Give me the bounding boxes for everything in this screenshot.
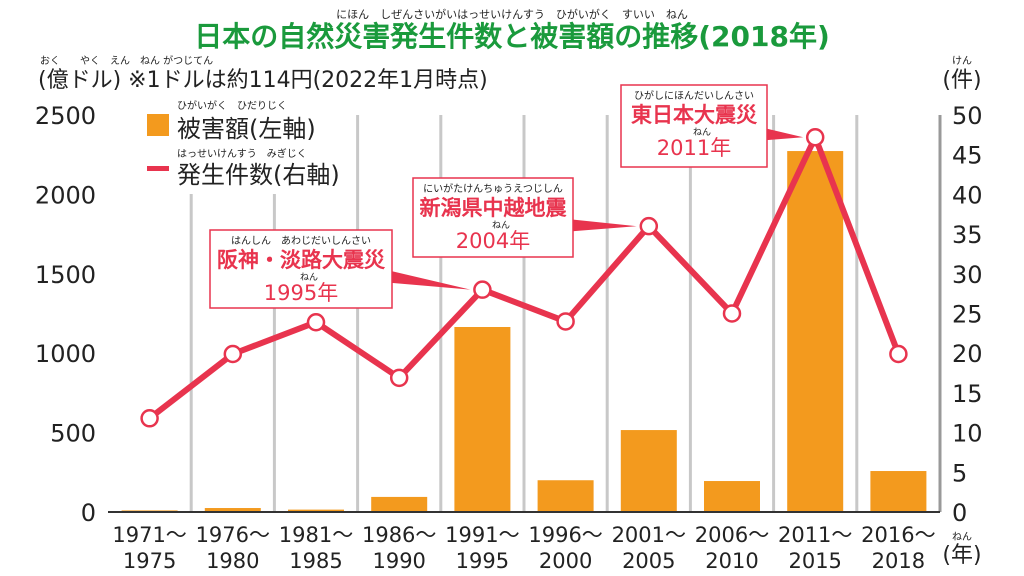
bar [288,509,344,512]
x-tick-label: 1981～ [279,523,353,547]
left-tick-label: 2500 [35,102,96,130]
callout-year: 2004年 [456,229,530,253]
right-tick-label: 30 [952,261,983,289]
bar [787,151,844,512]
x-tick-label: 2015 [788,549,841,573]
x-tick-label: 2001～ [612,523,686,547]
series-line [147,134,902,421]
left-tick-label: 0 [81,499,96,527]
x-tick-label: 2011～ [778,523,852,547]
bar [870,471,927,512]
right-tick-label: 35 [952,221,983,249]
right-tick-label: 40 [952,181,983,209]
callout-pointer [765,128,804,141]
x-tick-label: 1991～ [445,523,519,547]
callout-ruby: にいがたけんちゅうえつじしん [423,182,563,195]
x-tick-label: 1995 [456,549,509,573]
bar [371,496,428,512]
legend-label: 発生件数(右軸) [177,161,340,189]
x-tick-label: 1976～ [196,523,270,547]
bar [704,481,760,512]
right-axis-label: (件) [942,68,981,93]
x-tick-label: 1975 [123,549,176,573]
right-tick-label: 45 [952,142,983,170]
right-tick-label: 15 [952,380,983,408]
callout-ruby: ねん [300,272,318,283]
callout-pointer [571,219,637,232]
line-point [556,312,575,331]
bar [204,508,261,512]
x-tick-label: 1980 [206,549,259,573]
line-point [306,312,326,332]
left-axis-ruby: おく やく えん ねん がつじてん [40,54,213,67]
right-tick-label: 5 [952,459,967,487]
line-point [389,368,409,388]
legend-swatch-bar [147,114,169,136]
right-tick-label: 20 [952,340,983,368]
left-tick-label: 2000 [35,181,96,209]
callout-ruby: ねん [492,220,510,231]
callout-pointer [390,270,471,290]
legend-ruby: はっせいけんすう みぎじく [177,147,307,160]
x-tick-label: 2000 [539,549,592,573]
line-point [805,127,825,147]
legend-swatch-line [147,166,169,171]
bar [454,326,511,512]
legend-label: 被害額(左軸) [177,115,316,143]
callout-label: 新潟県中越地震 [420,196,568,220]
right-tick-label: 25 [952,301,983,329]
x-tick-label: 2018 [872,549,925,573]
title-ruby: にほん しぜんさいがいはっせいけんすう ひがいがく すいい ねん [336,7,688,21]
left-tick-label: 500 [50,420,96,448]
x-tick-label: 2016～ [861,523,935,547]
right-axis-ruby: けん [952,55,972,67]
x-tick-label: 2006～ [695,523,769,547]
callout-year: 2011年 [657,136,731,160]
legend-ruby: ひがいがく ひだりじく [177,99,287,112]
left-tick-label: 1500 [35,261,96,289]
line-point [140,409,159,428]
chart-title: 日本の自然災害発生件数と被害額の推移(2018年) [194,20,830,53]
line-point [473,280,492,299]
callout-label: 阪神・淡路大震災 [217,248,386,272]
x-tick-label: 1985 [289,549,342,573]
bar [620,430,677,512]
callout-label: 東日本大震災 [631,103,758,127]
x-tick-label: 1996～ [528,523,602,547]
callout-box [209,229,393,309]
right-tick-label: 10 [952,420,983,448]
right-tick-label: 50 [952,102,983,130]
line-point [722,304,742,323]
x-tick-label: 1986～ [362,523,436,547]
x-tick-label: 2005 [622,549,675,573]
line-point [639,216,659,236]
callout-ruby: ひがしにほんだいしんさい [634,89,754,102]
x-tick-label: 1990 [372,549,425,573]
left-tick-label: 1000 [35,340,96,368]
x-unit-label: (年) [942,543,981,568]
callout-box [620,84,768,168]
x-unit-ruby: ねん [952,531,972,543]
callout-ruby: ねん [693,127,711,138]
right-tick-label: 0 [952,499,967,527]
callout-year: 1995年 [264,281,338,305]
x-tick-label: 2010 [705,549,758,573]
line-point [223,344,243,364]
callout-box [412,177,574,258]
legend [140,104,355,194]
left-axis-label: (億ドル) ※1ドルは約114円(2022年1月時点) [38,68,488,93]
callout-ruby: はんしん あわじだいしんさい [231,235,371,247]
x-tick-label: 1971～ [112,523,186,547]
bar [537,480,594,512]
line-point [889,344,908,364]
